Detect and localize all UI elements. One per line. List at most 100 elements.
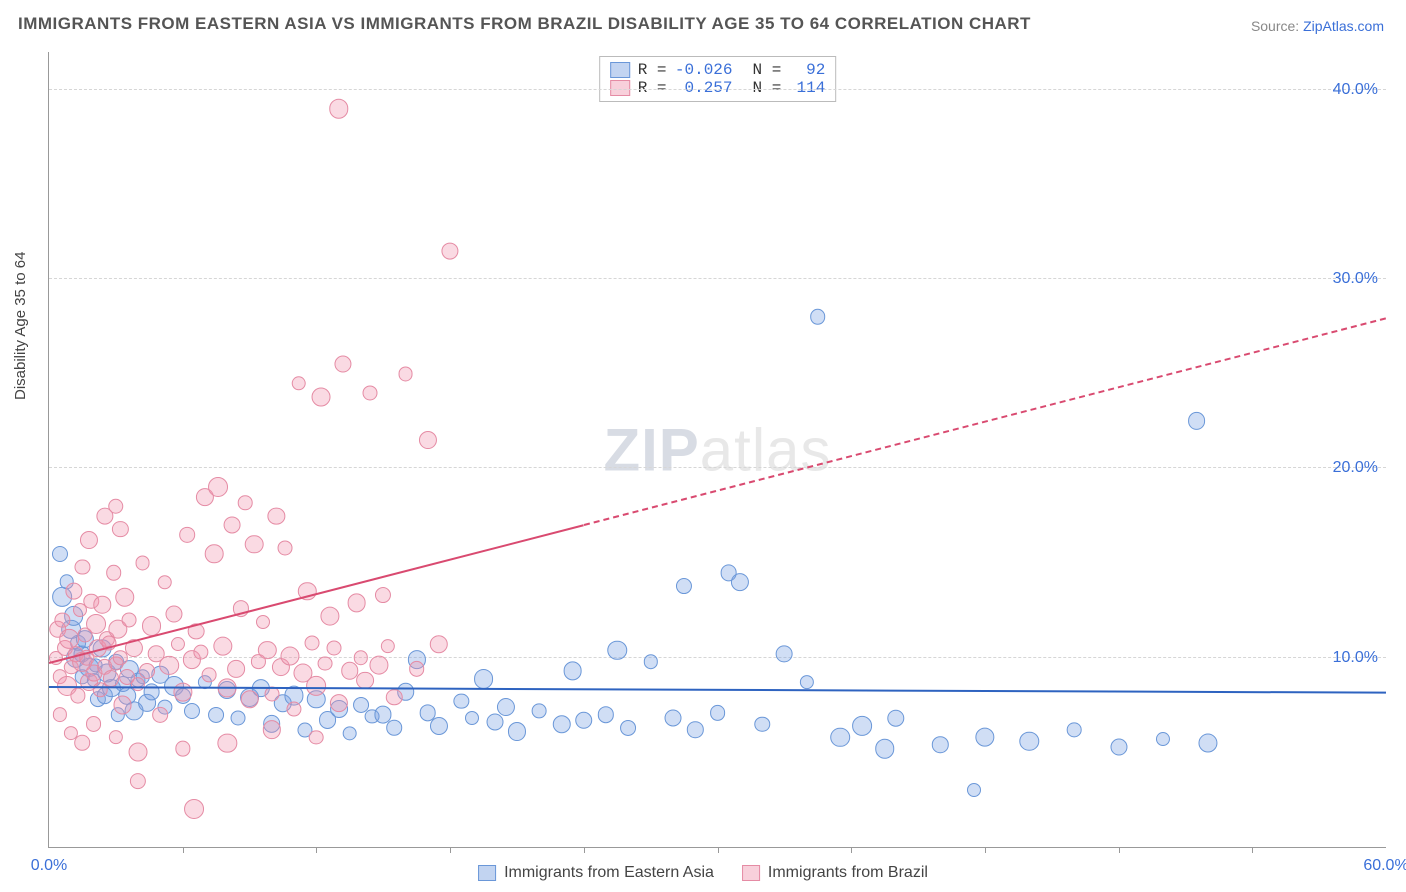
- legend-n-value: 92: [789, 61, 825, 79]
- legend-n-label: N =: [753, 61, 782, 79]
- legend-label: Immigrants from Brazil: [768, 864, 928, 882]
- scatter-point: [309, 730, 324, 745]
- legend-r-value: -0.026: [675, 61, 733, 79]
- scatter-point: [268, 507, 285, 524]
- scatter-point: [158, 575, 173, 590]
- legend-correlation: R =-0.026N =92R =0.257N =114: [599, 56, 837, 102]
- watermark-rest: atlas: [700, 416, 832, 483]
- scatter-point: [291, 376, 306, 391]
- scatter-point: [213, 637, 232, 656]
- scatter-point: [327, 641, 342, 656]
- legend-swatch: [478, 865, 496, 881]
- scatter-point: [175, 741, 190, 756]
- scatter-point: [287, 701, 302, 716]
- scatter-point: [311, 387, 330, 406]
- scatter-point: [810, 309, 826, 325]
- legend-r-label: R =: [638, 61, 667, 79]
- scatter-point: [598, 706, 614, 722]
- scatter-point: [442, 242, 459, 259]
- scatter-point: [575, 711, 593, 729]
- scatter-point: [1110, 738, 1127, 755]
- scatter-point: [354, 651, 368, 665]
- scatter-point: [1188, 412, 1206, 430]
- scatter-point: [103, 671, 119, 687]
- scatter-point: [664, 710, 681, 727]
- source-credit: Source: ZipAtlas.com: [1251, 18, 1384, 34]
- trend-line: [584, 317, 1387, 526]
- legend-swatch: [742, 865, 760, 881]
- scatter-point: [731, 573, 749, 591]
- plot-region: ZIPatlas R =-0.026N =92R =0.257N =114 10…: [48, 52, 1386, 848]
- scatter-point: [153, 707, 169, 723]
- scatter-point: [171, 637, 185, 651]
- scatter-point: [223, 517, 240, 534]
- scatter-point: [754, 716, 769, 731]
- scatter-point: [1198, 733, 1217, 752]
- chart-title: IMMIGRANTS FROM EASTERN ASIA VS IMMIGRAN…: [18, 14, 1031, 34]
- scatter-point: [335, 356, 352, 373]
- y-tick-label: 10.0%: [1333, 649, 1378, 667]
- gridline-h: [49, 278, 1386, 279]
- scatter-point: [227, 660, 245, 678]
- scatter-point: [676, 578, 692, 594]
- scatter-point: [852, 716, 872, 736]
- scatter-point: [130, 773, 146, 789]
- scatter-point: [620, 720, 636, 736]
- scatter-point: [129, 743, 148, 762]
- scatter-point: [430, 635, 448, 653]
- y-tick-label: 40.0%: [1333, 81, 1378, 99]
- legend-series: Immigrants from Eastern Asia Immigrants f…: [478, 864, 928, 882]
- x-tick-minor: [1119, 847, 1120, 853]
- scatter-point: [208, 707, 224, 723]
- source-prefix: Source:: [1251, 18, 1303, 34]
- scatter-point: [497, 698, 515, 716]
- scatter-point: [240, 690, 259, 709]
- x-tick-minor: [851, 847, 852, 853]
- scatter-point: [184, 799, 204, 819]
- scatter-point: [112, 521, 128, 537]
- scatter-point: [115, 587, 134, 606]
- scatter-point: [1156, 732, 1170, 746]
- watermark-bold: ZIP: [603, 416, 699, 483]
- scatter-point: [454, 694, 469, 709]
- scatter-point: [486, 714, 503, 731]
- scatter-point: [208, 477, 228, 497]
- scatter-point: [465, 711, 479, 725]
- scatter-point: [135, 556, 150, 571]
- scatter-point: [1020, 731, 1039, 750]
- scatter-point: [381, 639, 395, 653]
- source-link[interactable]: ZipAtlas.com: [1303, 18, 1384, 34]
- scatter-point: [342, 726, 357, 741]
- scatter-point: [278, 540, 293, 555]
- scatter-point: [122, 612, 137, 627]
- legend-item: Immigrants from Brazil: [742, 864, 928, 882]
- scatter-point: [387, 720, 403, 736]
- legend-item: Immigrants from Eastern Asia: [478, 864, 714, 882]
- scatter-point: [202, 667, 217, 682]
- scatter-point: [375, 587, 391, 603]
- scatter-point: [53, 707, 67, 721]
- gridline-h: [49, 89, 1386, 90]
- scatter-point: [887, 710, 904, 727]
- scatter-point: [75, 559, 90, 574]
- x-tick-minor: [584, 847, 585, 853]
- scatter-point: [238, 495, 253, 510]
- scatter-point: [245, 535, 264, 554]
- scatter-point: [86, 716, 102, 732]
- scatter-point: [205, 544, 224, 563]
- scatter-point: [231, 711, 246, 726]
- scatter-point: [93, 683, 108, 698]
- gridline-h: [49, 467, 1386, 468]
- legend-swatch: [610, 62, 630, 78]
- y-tick-label: 30.0%: [1333, 270, 1378, 288]
- scatter-point: [165, 606, 182, 623]
- scatter-point: [179, 527, 195, 543]
- scatter-point: [552, 715, 570, 733]
- scatter-point: [799, 675, 813, 689]
- watermark: ZIPatlas: [603, 415, 831, 484]
- scatter-point: [563, 662, 582, 681]
- x-tick-label: 60.0%: [1363, 857, 1406, 875]
- scatter-point: [776, 646, 793, 663]
- x-tick-label: 0.0%: [31, 857, 67, 875]
- x-tick-minor: [985, 847, 986, 853]
